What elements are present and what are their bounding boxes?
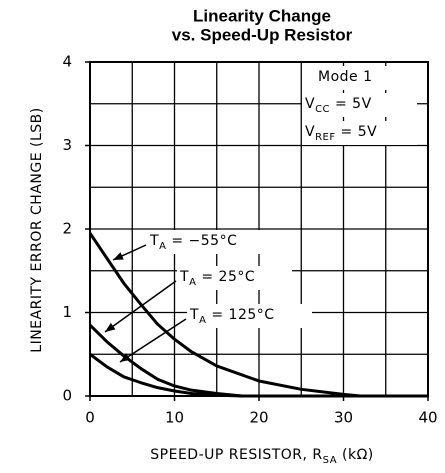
y-tick-label: 2 <box>62 220 72 238</box>
label-part: Mode 1 <box>318 69 373 85</box>
y-tick-label: 3 <box>62 136 72 154</box>
label-part: = −55°C <box>166 233 237 249</box>
label-bg <box>302 93 417 117</box>
arrow-line <box>104 280 177 333</box>
x-tick-label: 0 <box>85 409 95 427</box>
x-tick-label: 20 <box>249 409 268 427</box>
label-bg <box>315 66 405 90</box>
x-axis-label: SPEED-UP RESISTOR, RSA (kΩ) <box>150 447 373 466</box>
series-line <box>89 353 428 398</box>
label-part: A <box>189 277 196 288</box>
series-label: TA = −55°C <box>149 233 237 252</box>
x-tick-label: 30 <box>334 409 353 427</box>
label-part: CC <box>315 104 330 115</box>
label-part: REF <box>315 132 336 143</box>
label-part: A <box>159 241 166 252</box>
label-bg <box>177 266 292 290</box>
x-label-part: SPEED-UP RESISTOR, R <box>150 447 322 463</box>
condition-label: VCC = 5V <box>305 96 372 115</box>
lines <box>88 232 428 398</box>
label-part: = 5V <box>336 124 378 140</box>
y-axis-label: LINEARITY ERROR CHANGE (LSB) <box>29 107 45 352</box>
arrow-head <box>105 322 116 332</box>
label-bg <box>147 230 267 254</box>
chart-subtitle: vs. Speed-Up Resistor <box>172 25 353 44</box>
label-part: T <box>189 307 199 323</box>
label-part: T <box>149 233 159 249</box>
y-tick-label: 1 <box>62 303 72 321</box>
label-part: V <box>305 124 315 140</box>
label-part: T <box>179 269 189 285</box>
arrow-head <box>120 353 131 362</box>
x-label-sub: SA <box>323 455 337 466</box>
arrow-head <box>113 252 124 260</box>
label-part: = 125°C <box>206 307 274 323</box>
label-part: = 5V <box>330 96 372 112</box>
series-label: TA = 125°C <box>189 307 275 326</box>
series-line <box>88 232 428 398</box>
condition-label: VREF = 5V <box>305 124 377 143</box>
x-label-part: (kΩ) <box>337 447 374 463</box>
label-part: A <box>199 315 206 326</box>
x-tick-label: 40 <box>418 409 437 427</box>
series-label: TA = 25°C <box>179 269 255 288</box>
label-part: V <box>305 96 315 112</box>
y-tick-label: 0 <box>62 387 72 405</box>
x-tick-label: 10 <box>165 409 184 427</box>
arrow-line <box>119 318 187 363</box>
label-bg <box>302 121 417 145</box>
y-tick-label: 4 <box>62 53 72 71</box>
label-part: = 25°C <box>196 269 255 285</box>
chart-title: Linearity Change <box>193 6 331 25</box>
condition-label: Mode 1 <box>318 69 373 85</box>
label-bg <box>187 304 312 328</box>
